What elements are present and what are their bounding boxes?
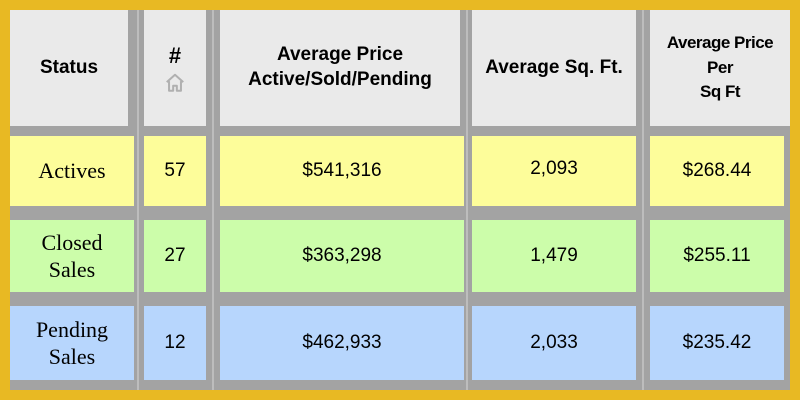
- row-avg-sqft-value: 2,093: [530, 158, 578, 179]
- header-count-label: #: [168, 42, 182, 68]
- row-closed-ppsf: $255.11: [650, 220, 784, 292]
- header-status-label: Status: [39, 56, 99, 78]
- column-separator: [642, 10, 644, 390]
- row-status-line2: Sales: [48, 344, 96, 369]
- row-ppsf-value: $235.42: [682, 332, 752, 353]
- row-ppsf-value: $255.11: [683, 245, 751, 266]
- header-ppsf-line3: Sq Ft: [700, 82, 741, 102]
- header-avg-price-line1: Average Price: [276, 44, 404, 66]
- row-status-line1: Actives: [38, 158, 106, 184]
- row-actives-count: 57: [144, 136, 206, 206]
- row-avg-sqft-value: 1,479: [530, 245, 578, 266]
- header-count: #: [144, 10, 206, 126]
- column-separator: [466, 10, 468, 390]
- row-actives-ppsf: $268.44: [650, 136, 784, 206]
- header-avg-sqft-label: Average Sq. Ft.: [485, 56, 623, 78]
- row-closed-avg-sqft: 1,479: [472, 220, 636, 292]
- row-pending-status: Pending Sales: [10, 306, 134, 380]
- row-pending-avg-price: $462,933: [220, 306, 464, 380]
- header-avg-price-line2: Active/Sold/Pending: [248, 69, 432, 90]
- home-icon: [166, 74, 184, 93]
- row-closed-count: 27: [144, 220, 206, 292]
- row-pending-avg-sqft: 2,033: [472, 306, 636, 380]
- row-actives-avg-price: $541,316: [220, 136, 464, 206]
- row-count-value: 57: [164, 160, 186, 181]
- column-separator: [212, 10, 214, 390]
- row-status-line1: Pending: [35, 316, 109, 342]
- header-avg-sqft: Average Sq. Ft.: [472, 10, 636, 126]
- listings-table: Status # Average Price Active/Sold/Pendi…: [10, 10, 790, 390]
- row-avg-sqft-value: 2,033: [530, 332, 578, 353]
- column-separator: [137, 10, 139, 390]
- header-status: Status: [10, 10, 128, 126]
- row-actives-avg-sqft: 2,093: [472, 136, 636, 206]
- header-ppsf-line1: Average Price: [666, 33, 774, 53]
- row-avg-price-value: $541,316: [302, 160, 382, 181]
- row-avg-price-value: $363,298: [302, 245, 382, 266]
- row-avg-price-value: $462,933: [302, 332, 382, 353]
- row-pending-count: 12: [144, 306, 206, 380]
- row-count-value: 12: [164, 332, 186, 353]
- row-status-line2: Sales: [48, 257, 96, 282]
- row-count-value: 27: [164, 245, 186, 266]
- header-avg-price: Average Price Active/Sold/Pending: [220, 10, 460, 126]
- header-ppsf: Average Price Per Sq Ft: [650, 10, 790, 126]
- row-status-line1: Closed: [41, 229, 103, 255]
- row-closed-avg-price: $363,298: [220, 220, 464, 292]
- row-pending-ppsf: $235.42: [650, 306, 784, 380]
- header-ppsf-line2: Per: [707, 57, 733, 77]
- row-ppsf-value: $268.44: [682, 160, 752, 181]
- row-actives-status: Actives: [10, 136, 134, 206]
- row-closed-status: Closed Sales: [10, 220, 134, 292]
